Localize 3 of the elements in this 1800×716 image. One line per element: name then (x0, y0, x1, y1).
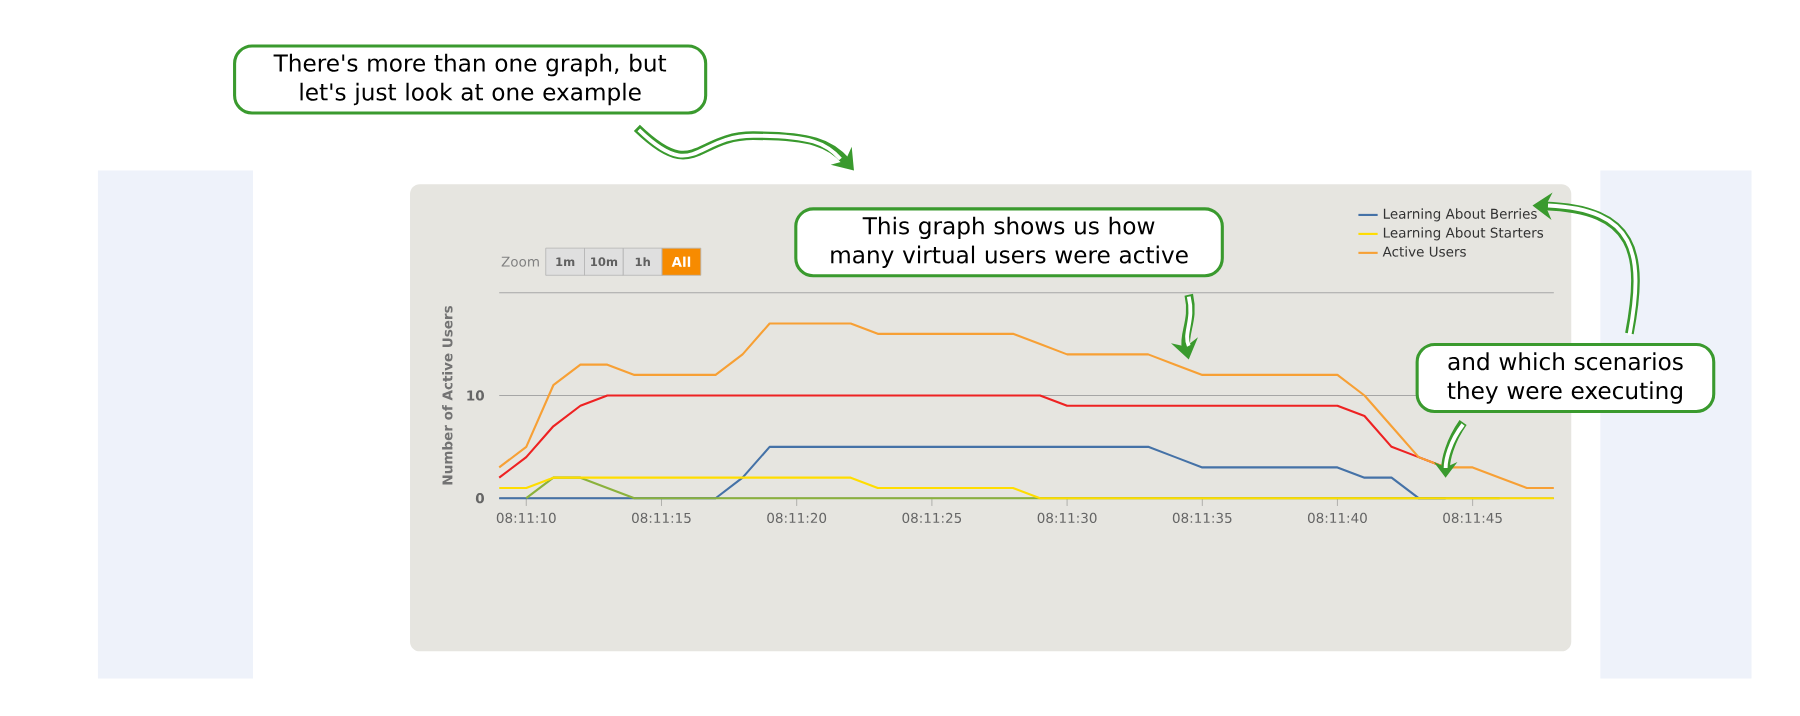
annotation: and which scenarios they were executing (1447, 352, 1683, 405)
annotation: This graph shows us how many virtual users were active (831, 216, 1188, 269)
text: There's more than one graph, but let's just look at one example (273, 54, 667, 106)
